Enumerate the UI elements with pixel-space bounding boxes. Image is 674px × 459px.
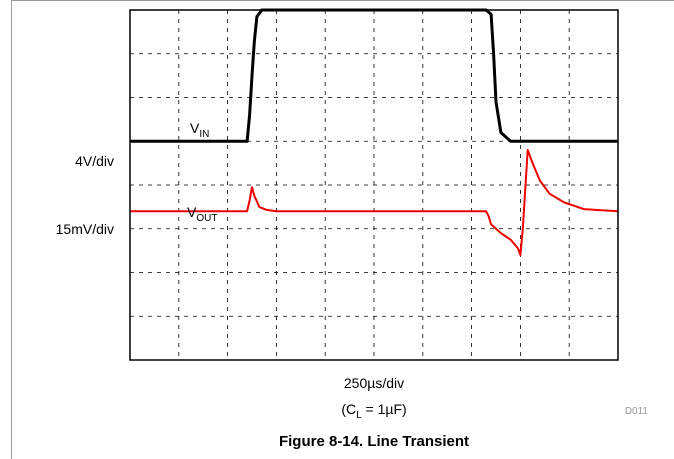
x-axis-label: 250µs/div: [344, 375, 404, 391]
plot-border: [129, 9, 619, 361]
vout-trace-label: VOUT: [187, 204, 217, 224]
vout-trace: [130, 149, 619, 256]
figure-frame-left: [11, 0, 12, 459]
figure-caption: Figure 8-14. Line Transient: [279, 433, 469, 450]
vin-scale-label: 4V/div: [75, 153, 114, 169]
figure-code: D011: [625, 406, 649, 417]
figure-frame-top: [11, 0, 674, 1]
vin-trace-label: VIN: [190, 120, 209, 140]
vout-scale-label: 15mV/div: [56, 221, 114, 237]
load-capacitance-condition: (CL = 1µF): [341, 401, 406, 421]
